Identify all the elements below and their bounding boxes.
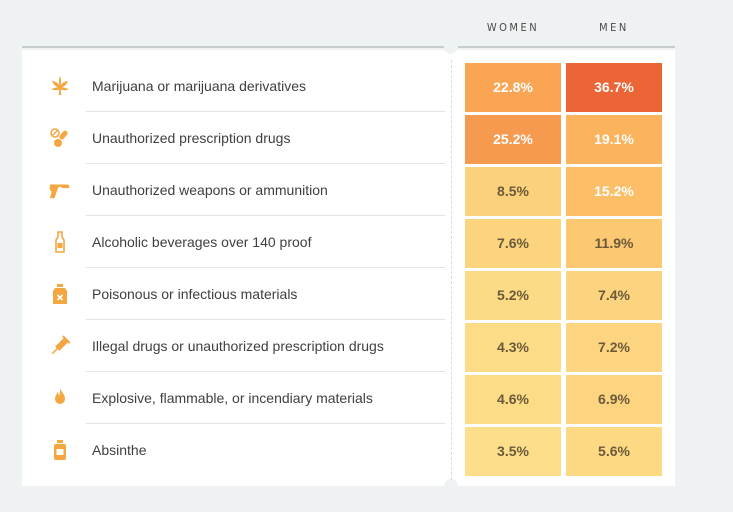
dashed-divider [451,60,452,480]
row-separator [86,423,445,424]
column-header-women: WOMEN [486,21,540,34]
absinthe-bottle-icon [48,438,72,462]
notch-bottom [444,479,458,493]
table-row: Absinthe [22,424,445,476]
heatmap-cell-men: 7.2% [566,322,662,372]
row-label: Marijuana or marijuana derivatives [92,78,306,94]
header-rule [22,46,675,48]
heatmap-cell-women: 4.6% [465,374,561,424]
heatmap-cell-men: 36.7% [566,62,662,112]
heatmap-cell-men: 5.6% [566,426,662,476]
table-row: Unauthorized prescription drugs [22,112,445,164]
heatmap-cell-men: 15.2% [566,166,662,216]
table-row: Explosive, flammable, or incendiary mate… [22,372,445,424]
row-label: Poisonous or infectious materials [92,286,298,302]
row-label: Unauthorized weapons or ammunition [92,182,328,198]
row-label: Alcoholic beverages over 140 proof [92,234,312,250]
column-header-men: MEN [599,21,629,34]
row-label: Explosive, flammable, or incendiary mate… [92,390,373,406]
table-row: Unauthorized weapons or ammunition [22,164,445,216]
heatmap-cell-women: 8.5% [465,166,561,216]
revolver-icon [48,178,72,202]
poison-bottle-icon [48,282,72,306]
row-separator [86,111,445,112]
heatmap-cell-women: 22.8% [465,62,561,112]
row-label: Absinthe [92,442,147,458]
table-row: Illegal drugs or unauthorized prescripti… [22,320,445,372]
row-separator [86,215,445,216]
heatmap-cell-men: 7.4% [566,270,662,320]
table-row: Alcoholic beverages over 140 proof [22,216,445,268]
pills-icon [48,126,72,150]
syringe-icon [48,334,72,358]
heatmap-cell-men: 6.9% [566,374,662,424]
heatmap-cell-women: 3.5% [465,426,561,476]
row-label: Illegal drugs or unauthorized prescripti… [92,338,384,354]
row-separator [86,163,445,164]
heatmap-cell-women: 7.6% [465,218,561,268]
row-separator [86,371,445,372]
heatmap-cell-men: 19.1% [566,114,662,164]
cannabis-leaf-icon [48,74,72,98]
heatmap-cell-women: 25.2% [465,114,561,164]
row-separator [86,267,445,268]
flame-icon [48,386,72,410]
heatmap-cell-men: 11.9% [566,218,662,268]
table-row: Poisonous or infectious materials [22,268,445,320]
bottle-icon [48,230,72,254]
row-label: Unauthorized prescription drugs [92,130,291,146]
notch-top [444,40,458,54]
heatmap-cell-women: 5.2% [465,270,561,320]
table-row: Marijuana or marijuana derivatives [22,60,445,112]
heatmap-cell-women: 4.3% [465,322,561,372]
row-separator [86,319,445,320]
